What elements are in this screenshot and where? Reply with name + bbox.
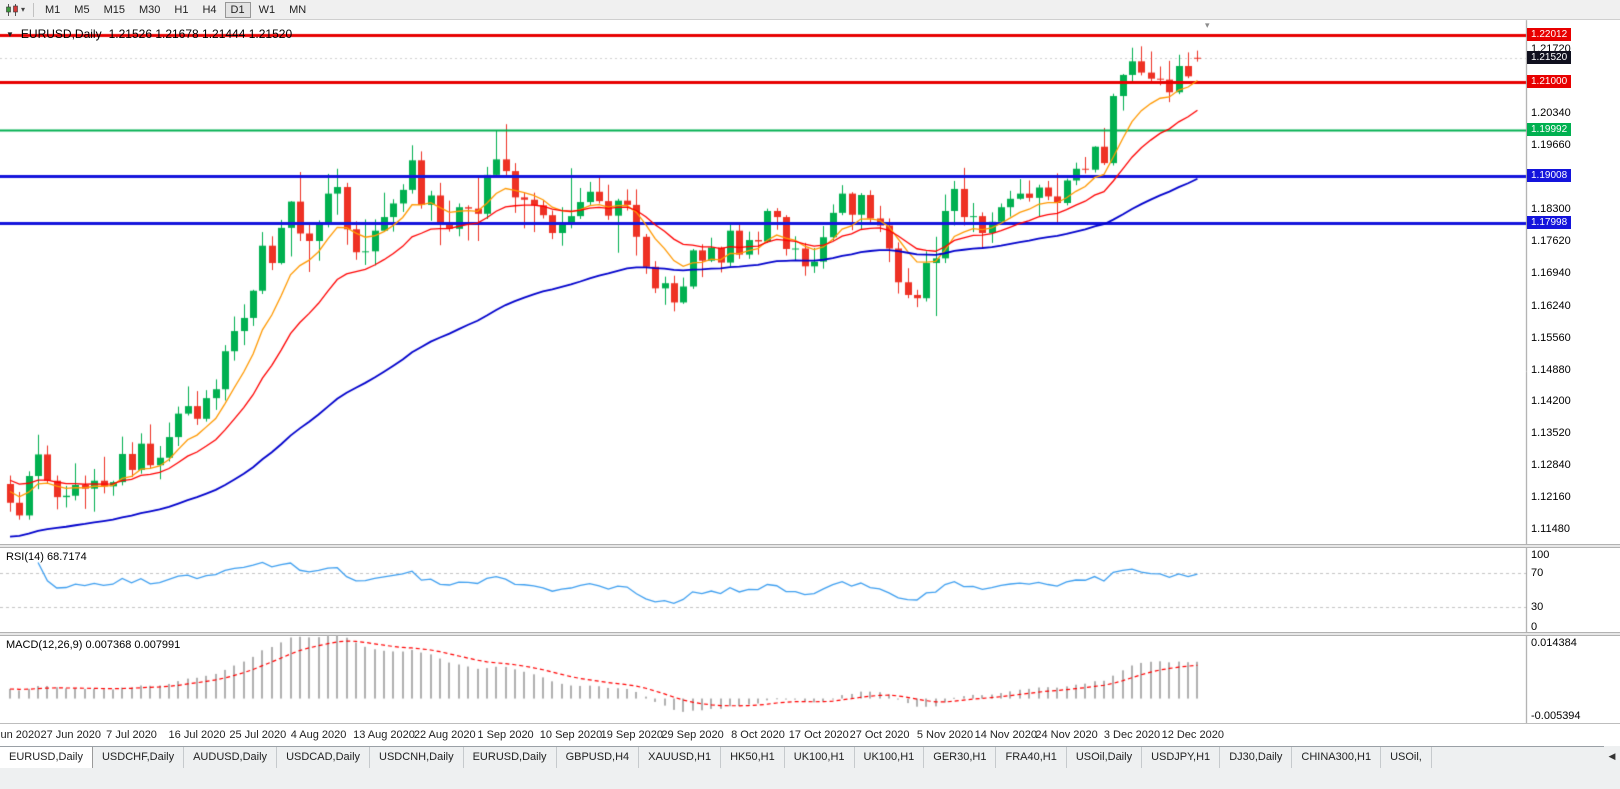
rsi-axis-label: 70 <box>1531 567 1544 580</box>
chart-tab[interactable]: USDCAD,Daily <box>277 747 371 768</box>
level-price-tag: 1.19008 <box>1527 168 1572 182</box>
timeframe-button-w1[interactable]: W1 <box>258 3 276 16</box>
chart-tab[interactable]: HK50,H1 <box>721 747 785 768</box>
chart-tab[interactable]: USDCNH,Daily <box>370 747 464 768</box>
price-axis-label: 1.13520 <box>1531 427 1571 440</box>
chart-tab[interactable]: XAUUSD,H1 <box>639 747 722 768</box>
level-price-tag: 1.21000 <box>1527 75 1572 89</box>
current-price-tag: 1.21520 <box>1527 51 1572 65</box>
timeframe-button-m15[interactable]: M15 <box>103 3 125 16</box>
timeframe-button-h4[interactable]: H4 <box>202 3 217 16</box>
price-axis-label: 1.14200 <box>1531 395 1571 408</box>
macd-axis-label: 0.014384 <box>1531 637 1577 649</box>
macd-indicator-label: MACD(12,26,9) 0.007368 0.007991 <box>6 639 181 651</box>
date-axis-label: 13 Aug 2020 <box>353 729 415 741</box>
price-axis-label: 1.12160 <box>1531 491 1571 504</box>
price-axis-label: 1.18300 <box>1531 203 1571 216</box>
rsi-axis-label: 30 <box>1531 600 1544 613</box>
date-axis-label: 29 Sep 2020 <box>661 729 724 741</box>
price-axis-label: 1.16940 <box>1531 266 1571 279</box>
timeframe-buttons: M1 M5 M15 M30 H1 H4 D1 W1 MN <box>39 1 312 18</box>
level-price-tag: 1.22012 <box>1527 27 1572 41</box>
date-axis-label: 8 Oct 2020 <box>731 729 785 741</box>
chart-tab[interactable]: USDJPY,H1 <box>1142 747 1221 768</box>
price-axis-label: 1.15560 <box>1531 331 1571 344</box>
date-axis-label: 10 Sep 2020 <box>539 729 603 741</box>
date-axis-label: 25 Jul 2020 <box>229 729 287 741</box>
date-axis-label: 19 Sep 2020 <box>600 729 663 741</box>
date-axis-label: 24 Nov 2020 <box>1035 729 1098 741</box>
chart-tab[interactable]: CHINA300,H1 <box>1292 747 1382 768</box>
chart-tab[interactable]: EURUSD,Daily <box>463 747 557 768</box>
timeframe-button-d1[interactable]: D1 <box>224 1 251 18</box>
chart-tabs: EURUSD,Daily USDCHF,Daily AUDUSD,Daily USDC… <box>0 746 1620 789</box>
timeframe-button-mn[interactable]: MN <box>289 3 307 16</box>
date-axis-label: 14 Nov 2020 <box>974 729 1037 741</box>
chart-tab[interactable]: FRA40,H1 <box>996 747 1067 768</box>
level-price-tag: 1.17998 <box>1527 216 1572 230</box>
chart-title: EURUSD,Daily <box>20 27 102 41</box>
price-axis-label: 1.16240 <box>1531 299 1571 312</box>
chart-canvas[interactable] <box>0 0 1620 746</box>
date-axis-label: 3 Dec 2020 <box>1103 729 1161 741</box>
rsi-indicator-label: RSI(14) 68.7174 <box>6 551 87 563</box>
chart-tab[interactable]: USOil, <box>1381 747 1432 768</box>
chart-header: ▼ EURUSD,Daily 1.21526 1.21678 1.21444 1… <box>6 27 292 41</box>
price-axis-label: 1.17620 <box>1531 234 1571 247</box>
chart-ohlc-values: 1.21526 1.21678 1.21444 1.21520 <box>108 27 293 41</box>
chart-tab[interactable]: USOil,Daily <box>1066 747 1143 768</box>
price-axis-label: 1.14880 <box>1531 363 1571 376</box>
chart-tab[interactable]: GER30,H1 <box>924 747 997 768</box>
chart-tab[interactable]: DJ30,Daily <box>1220 747 1293 768</box>
chart-tab[interactable]: UK100,H1 <box>784 747 855 768</box>
price-axis-label: 1.11480 <box>1531 523 1570 536</box>
date-axis-label: 12 Dec 2020 <box>1161 729 1224 741</box>
date-axis-label: 1 Sep 2020 <box>477 729 534 741</box>
date-axis-label: 27 Jun 2020 <box>40 729 102 741</box>
rsi-axis-label: 100 <box>1531 549 1550 561</box>
date-axis-label: 16 Jul 2020 <box>168 729 226 741</box>
panel-splitter-rsi[interactable] <box>0 544 1620 548</box>
date-axis-label: 7 Jul 2020 <box>106 729 157 741</box>
rsi-axis-label: 0 <box>1531 621 1538 633</box>
chart-shift-marker-icon: ▾ <box>1205 20 1210 30</box>
chart-tab[interactable]: AUDUSD,Daily <box>184 747 278 768</box>
timeframe-button-m5[interactable]: M5 <box>74 3 90 16</box>
candlestick-chart-icon <box>6 3 18 16</box>
timeframe-button-m30[interactable]: M30 <box>138 3 161 16</box>
timeframe-button-m1[interactable]: M1 <box>45 3 61 16</box>
tab-scroll-left-button[interactable]: ◀ <box>1604 746 1620 767</box>
collapse-chart-icon[interactable]: ▼ <box>6 29 14 39</box>
chart-dropdown-icon[interactable]: ▾ <box>21 5 26 14</box>
date-axis-label: 18 Jun 2020 <box>0 729 41 741</box>
chart-tab[interactable]: GBPUSD,H4 <box>556 747 640 768</box>
chart-tab[interactable]: UK100,H1 <box>854 747 925 768</box>
chart-window-button[interactable]: ▾ <box>3 3 28 16</box>
timeframe-button-h1[interactable]: H1 <box>174 3 189 16</box>
top-toolbar: ▾ M1 M5 M15 M30 H1 H4 D1 W1 MN <box>0 0 1620 20</box>
macd-axis-label: -0.005394 <box>1531 710 1581 722</box>
level-price-tag: 1.19992 <box>1527 122 1572 136</box>
date-axis-label: 27 Oct 2020 <box>849 729 910 741</box>
toolbar-separator <box>33 2 35 17</box>
date-axis-label: 17 Oct 2020 <box>788 729 849 741</box>
date-axis-label: 5 Nov 2020 <box>916 729 974 741</box>
price-axis-label: 1.12840 <box>1531 459 1571 472</box>
price-axis-label: 1.20340 <box>1531 107 1571 120</box>
panel-splitter-macd[interactable] <box>0 632 1620 636</box>
chart-tab[interactable]: USDCHF,Daily <box>92 747 185 768</box>
date-axis-label: 22 Aug 2020 <box>413 729 476 741</box>
chart-tab[interactable]: EURUSD,Daily <box>0 747 93 768</box>
price-axis-label: 1.19660 <box>1531 139 1571 152</box>
date-axis-label: 4 Aug 2020 <box>290 729 347 741</box>
